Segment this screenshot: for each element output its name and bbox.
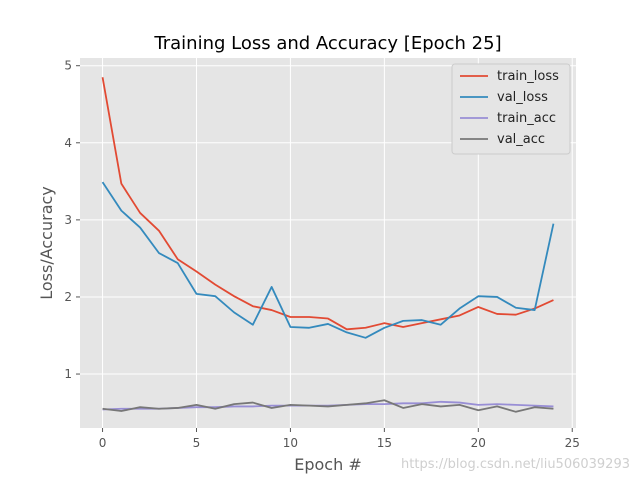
y-tick-label: 5 bbox=[64, 59, 72, 73]
y-tick-label: 3 bbox=[64, 213, 72, 227]
y-tick-labels: 1 2 3 4 5 bbox=[64, 59, 80, 381]
series-line-val-acc bbox=[102, 399, 554, 413]
series-layer bbox=[101, 77, 555, 413]
legend-box bbox=[451, 63, 571, 155]
watermark: https://blog.csdn.net/liu506039293 bbox=[401, 457, 630, 472]
legend-label-val-acc: val_acc bbox=[497, 132, 545, 147]
x-tick-label: 0 bbox=[99, 436, 107, 450]
y-axis-label: Loss/Accuracy bbox=[37, 186, 56, 300]
y-tick-label: 2 bbox=[64, 290, 72, 304]
legend: train_loss val_loss train_acc val_acc bbox=[451, 63, 571, 155]
legend-label-val-loss: val_loss bbox=[497, 90, 548, 105]
x-tick-label: 10 bbox=[283, 436, 298, 450]
legend-label-train-loss: train_loss bbox=[497, 69, 559, 84]
legend-label-train-acc: train_acc bbox=[497, 111, 556, 126]
x-tick-labels: 0 5 10 15 20 25 bbox=[99, 428, 580, 450]
chart-title: Training Loss and Accuracy [Epoch 25] bbox=[153, 33, 501, 54]
y-tick-label: 4 bbox=[64, 136, 72, 150]
series-line-train-loss bbox=[101, 77, 554, 331]
x-tick-label: 5 bbox=[193, 436, 201, 450]
x-tick-label: 25 bbox=[565, 436, 580, 450]
series-line-val-loss bbox=[101, 181, 555, 339]
x-axis-label: Epoch # bbox=[294, 455, 361, 474]
legend-items: train_loss val_loss train_acc val_acc bbox=[460, 69, 559, 147]
y-tick-label: 1 bbox=[64, 367, 72, 381]
x-tick-label: 15 bbox=[377, 436, 392, 450]
x-tick-label: 20 bbox=[471, 436, 486, 450]
